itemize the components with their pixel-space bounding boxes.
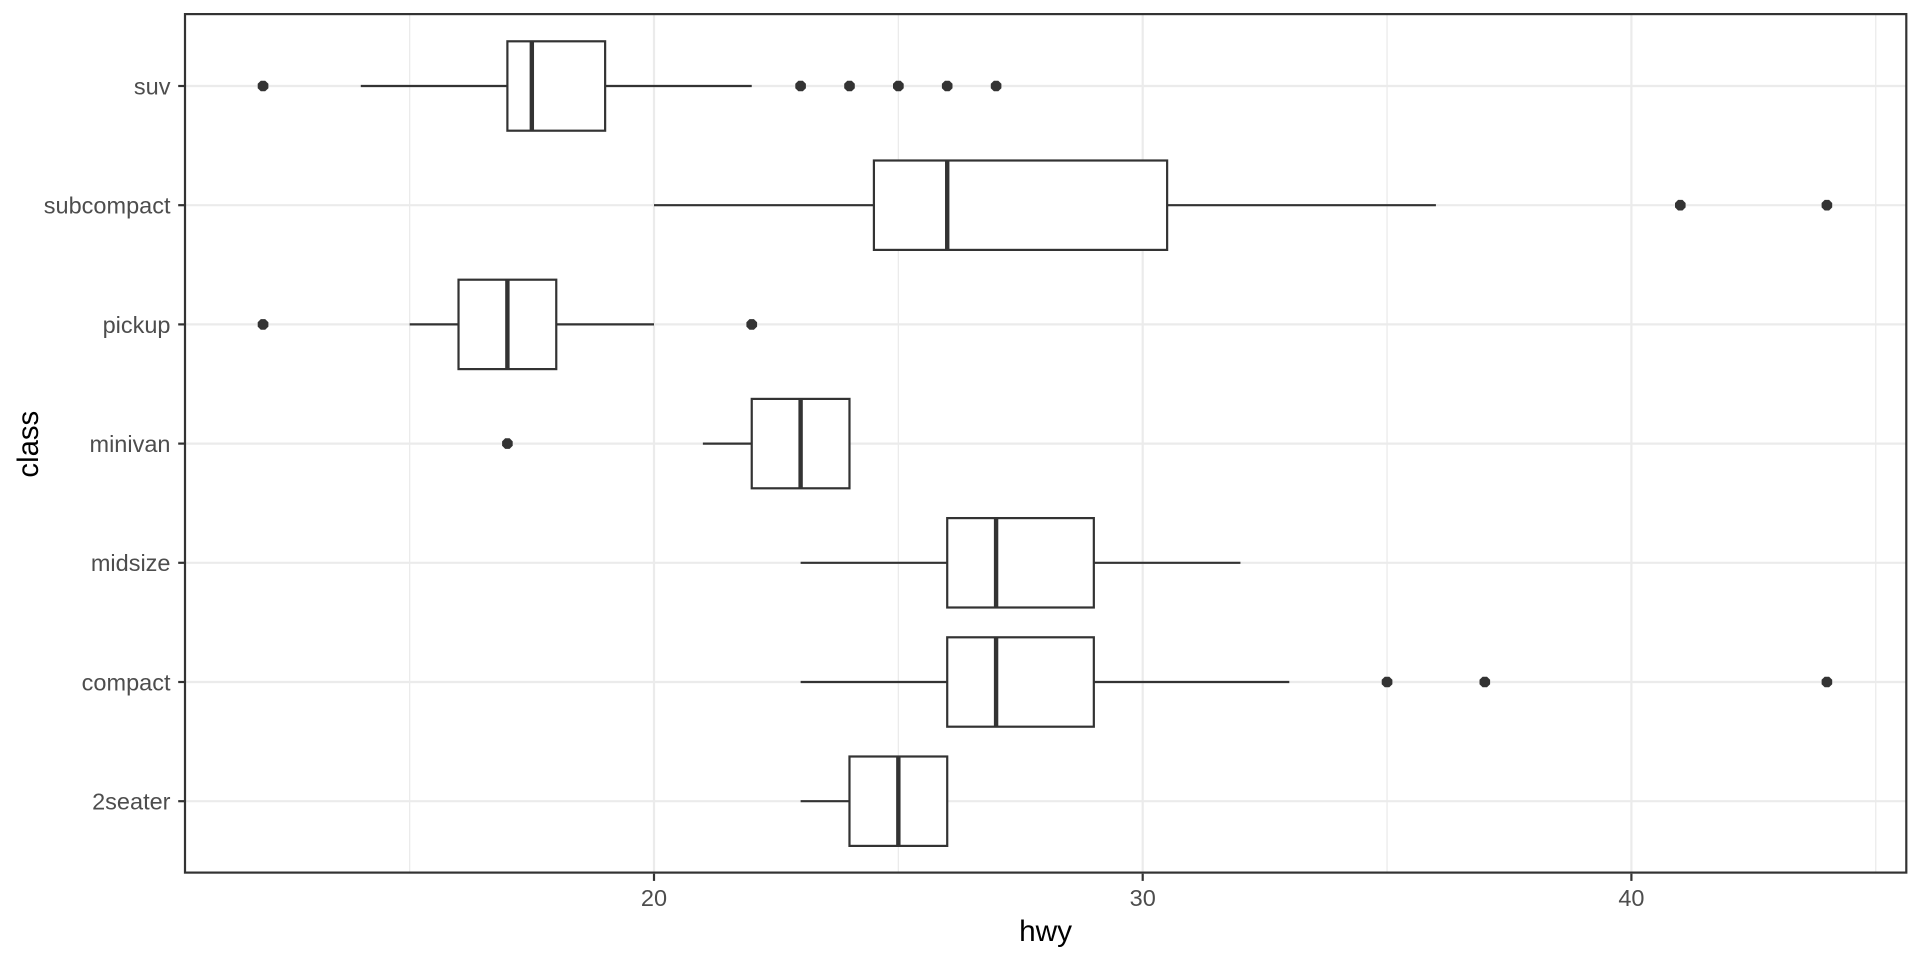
- svg-text:class: class: [12, 411, 45, 478]
- svg-text:40: 40: [1618, 885, 1644, 911]
- svg-text:2seater: 2seater: [92, 789, 171, 815]
- svg-text:20: 20: [641, 885, 667, 911]
- svg-text:pickup: pickup: [103, 312, 171, 338]
- svg-text:30: 30: [1130, 885, 1156, 911]
- svg-text:minivan: minivan: [90, 431, 171, 457]
- svg-text:suv: suv: [134, 73, 171, 99]
- svg-text:compact: compact: [82, 669, 171, 695]
- svg-text:subcompact: subcompact: [44, 193, 171, 219]
- svg-text:midsize: midsize: [91, 550, 171, 576]
- svg-text:hwy: hwy: [1019, 915, 1072, 948]
